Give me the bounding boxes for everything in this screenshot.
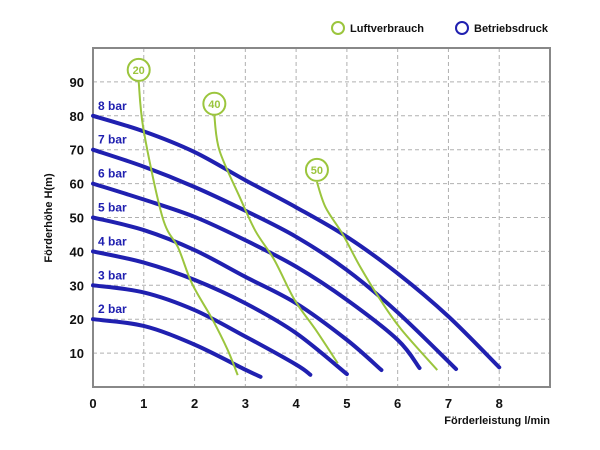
legend-air-marker — [331, 21, 345, 35]
pressure-curve-3-bar — [91, 283, 313, 377]
x-tick-label: 4 — [292, 396, 300, 411]
pressure-curve-label: 4 bar — [98, 234, 127, 248]
legend-pressure-marker — [455, 21, 469, 35]
air-curve-20 — [137, 81, 239, 376]
x-tick-label: 2 — [191, 396, 198, 411]
x-tick-label: 1 — [140, 396, 147, 411]
air-curve-50 — [315, 181, 439, 371]
legend-air-label: Luftverbrauch — [350, 23, 424, 35]
pressure-curve-label: 7 bar — [98, 133, 127, 147]
pressure-curve-label: 6 bar — [98, 167, 127, 181]
air-curve-label: 40 — [208, 99, 220, 111]
air-curve-40 — [213, 115, 339, 364]
pressure-curve-label: 8 bar — [98, 99, 127, 113]
pressure-curve-8-bar — [91, 113, 502, 370]
air-curve-label: 50 — [311, 165, 323, 177]
pressure-curve-label: 2 bar — [98, 302, 127, 316]
x-tick-label: 7 — [445, 396, 452, 411]
x-tick-label: 0 — [89, 396, 96, 411]
x-axis-label: Förderleistung l/min — [444, 415, 550, 427]
air-curve-marker — [202, 91, 227, 116]
y-tick-label: 30 — [70, 278, 84, 293]
y-tick-label: 40 — [70, 244, 84, 259]
pressure-curve-4-bar — [91, 249, 349, 377]
pressure-curve-5-bar — [91, 215, 384, 373]
air-consumption-curves: 20 40 50 — [126, 57, 439, 376]
x-tick-label: 6 — [394, 396, 401, 411]
x-tick-labels: 0 1 2 3 4 5 6 7 8 — [89, 396, 502, 411]
x-tick-label: 5 — [343, 396, 350, 411]
y-tick-label: 20 — [70, 312, 84, 327]
y-tick-label: 10 — [70, 346, 84, 361]
pressure-curve-label: 5 bar — [98, 201, 127, 215]
y-tick-label: 90 — [70, 75, 84, 90]
grid — [93, 48, 550, 387]
pressure-curve-6-bar — [91, 181, 422, 371]
air-curve-marker — [304, 157, 329, 182]
x-tick-label: 3 — [242, 396, 249, 411]
y-tick-label: 60 — [70, 177, 84, 192]
air-curve-label: 20 — [133, 65, 145, 77]
y-tick-label: 80 — [70, 109, 84, 124]
air-curve-marker — [126, 57, 151, 82]
y-tick-labels: 10 20 30 40 50 60 70 80 90 — [70, 75, 84, 361]
x-tick-label: 8 — [496, 396, 503, 411]
pressure-curve-label: 3 bar — [98, 268, 127, 282]
pressure-curves: 8 bar 7 bar 6 bar 5 bar 4 bar 3 bar 2 bar — [91, 99, 502, 379]
legend: Luftverbrauch Betriebsdruck — [331, 21, 549, 35]
y-axis-label: Förderhöhe H(m) — [43, 173, 55, 263]
y-tick-label: 50 — [70, 211, 84, 226]
pressure-curve-2-bar — [91, 317, 263, 379]
legend-pressure-label: Betriebsdruck — [474, 23, 549, 35]
y-tick-label: 70 — [70, 143, 84, 158]
